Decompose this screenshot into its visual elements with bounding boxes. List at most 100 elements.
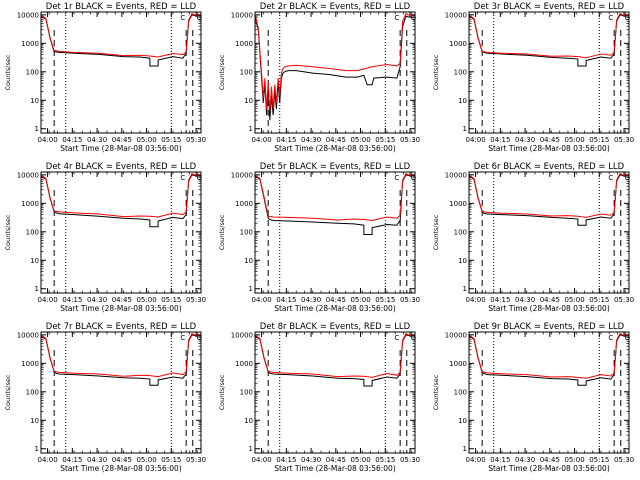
y-axis-label: Counts/sec [218, 54, 226, 90]
legend-marker-o: O [197, 174, 203, 182]
x-tick-label: 05:00 [350, 136, 370, 144]
y-tick-label: 100 [240, 228, 253, 236]
y-tick-label: 1 [35, 445, 39, 453]
x-tick-label: 04:15 [276, 136, 296, 144]
y-tick-label: 100 [240, 388, 253, 396]
legend-marker-c: C [608, 174, 613, 182]
panel-det-2: Det 2r BLACK = Events, RED = LLD 1 10 100 10… [218, 2, 420, 153]
y-tick-label: 10000 [17, 171, 39, 179]
x-axis-label: Start Time (28-Mar-08 03:56:00) [488, 464, 610, 473]
series-line-events [469, 334, 628, 386]
y-axis-label: Counts/sec [4, 54, 12, 90]
y-axis-label: Counts/sec [432, 54, 440, 90]
plot-frame [468, 331, 630, 454]
x-tick-label: 05:30 [186, 456, 206, 464]
x-tick-label: 04:30 [301, 296, 321, 304]
x-tick-label: 05:30 [614, 136, 634, 144]
panel-title: Det 4r BLACK = Events, RED = LLD [46, 162, 197, 172]
series-line-events [41, 174, 200, 228]
series-line-lld [255, 12, 414, 112]
legend-marker-o: O [197, 14, 203, 22]
x-tick-label: 05:00 [350, 456, 370, 464]
series-line-events [255, 334, 414, 387]
y-tick-label: 10000 [17, 331, 39, 339]
y-tick-label: 100 [240, 68, 253, 76]
y-tick-label: 100 [26, 228, 39, 236]
x-tick-label: 05:15 [589, 296, 609, 304]
y-axis-label: Counts/sec [218, 214, 226, 250]
x-tick-label: 04:30 [515, 296, 535, 304]
y-tick-label: 1000 [21, 40, 39, 48]
x-tick-label: 04:45 [540, 456, 560, 464]
plot-frame [40, 331, 202, 454]
legend-marker-c: C [180, 174, 185, 182]
y-tick-label: 10 [30, 97, 39, 105]
panel-det-7: Det 7r BLACK = Events, RED = LLD 1 10 100 10… [4, 322, 206, 473]
y-axis-label: Counts/sec [432, 374, 440, 410]
panel-det-4: Det 4r BLACK = Events, RED = LLD 1 10 100 10… [4, 162, 206, 313]
x-tick-label: 05:15 [161, 456, 181, 464]
y-tick-label: 1 [35, 125, 39, 133]
x-axis-label: Start Time (28-Mar-08 03:56:00) [60, 304, 182, 313]
y-tick-label: 10 [458, 97, 467, 105]
plot-frame [40, 11, 202, 134]
x-tick-label: 04:30 [515, 136, 535, 144]
series-line-lld [469, 333, 628, 379]
y-tick-label: 10000 [445, 171, 467, 179]
x-axis-label: Start Time (28-Mar-08 03:56:00) [274, 304, 396, 313]
y-tick-label: 1000 [449, 360, 467, 368]
x-tick-label: 05:15 [589, 136, 609, 144]
x-axis-label: Start Time (28-Mar-08 03:56:00) [60, 464, 182, 473]
legend-marker-o: O [625, 174, 631, 182]
x-tick-label: 05:00 [564, 296, 584, 304]
x-tick-label: 04:15 [62, 136, 82, 144]
y-tick-label: 10 [244, 257, 253, 265]
x-tick-label: 04:45 [112, 296, 132, 304]
legend-marker-o: O [197, 334, 203, 342]
x-tick-label: 04:45 [540, 296, 560, 304]
y-tick-label: 10 [30, 417, 39, 425]
plot-frame [254, 331, 416, 454]
legend-marker-o: O [625, 334, 631, 342]
x-tick-label: 05:00 [350, 296, 370, 304]
x-tick-label: 05:00 [136, 136, 156, 144]
x-tick-label: 04:00 [38, 296, 58, 304]
panel-title: Det 2r BLACK = Events, RED = LLD [260, 2, 411, 12]
plot-frame [40, 171, 202, 294]
series-line-events [255, 174, 414, 236]
y-axis-label: Counts/sec [4, 214, 12, 250]
legend-marker-c: C [608, 334, 613, 342]
y-axis-label: Counts/sec [218, 374, 226, 410]
legend-marker-o: O [411, 334, 417, 342]
x-tick-label: 04:30 [87, 456, 107, 464]
panel-det-8: Det 8r BLACK = Events, RED = LLD 1 10 100 10… [218, 322, 420, 473]
y-tick-label: 1000 [21, 360, 39, 368]
x-tick-label: 05:30 [400, 296, 420, 304]
legend-marker-o: O [625, 14, 631, 22]
series-line-lld [469, 173, 628, 218]
x-tick-label: 05:30 [186, 296, 206, 304]
y-tick-label: 1000 [449, 40, 467, 48]
x-tick-label: 04:15 [62, 456, 82, 464]
y-tick-label: 10000 [445, 331, 467, 339]
y-tick-label: 10 [458, 257, 467, 265]
series-line-events [41, 334, 200, 386]
x-tick-label: 04:30 [515, 456, 535, 464]
x-axis-label: Start Time (28-Mar-08 03:56:00) [274, 464, 396, 473]
panel-det-6: Det 6r BLACK = Events, RED = LLD 1 10 100 10… [432, 162, 634, 313]
plot-frame [468, 171, 630, 294]
y-tick-label: 10 [30, 257, 39, 265]
legend-marker-o: O [411, 174, 417, 182]
x-tick-label: 05:30 [400, 136, 420, 144]
x-tick-label: 04:45 [326, 136, 346, 144]
x-tick-label: 05:15 [161, 296, 181, 304]
legend-marker-c: C [394, 334, 399, 342]
y-tick-label: 1 [249, 125, 253, 133]
legend-marker-c: C [394, 174, 399, 182]
x-axis-label: Start Time (28-Mar-08 03:56:00) [488, 144, 610, 153]
x-tick-label: 05:15 [375, 296, 395, 304]
legend-marker-c: C [394, 14, 399, 22]
panel-title: Det 8r BLACK = Events, RED = LLD [260, 322, 411, 332]
panel-title: Det 9r BLACK = Events, RED = LLD [474, 322, 625, 332]
